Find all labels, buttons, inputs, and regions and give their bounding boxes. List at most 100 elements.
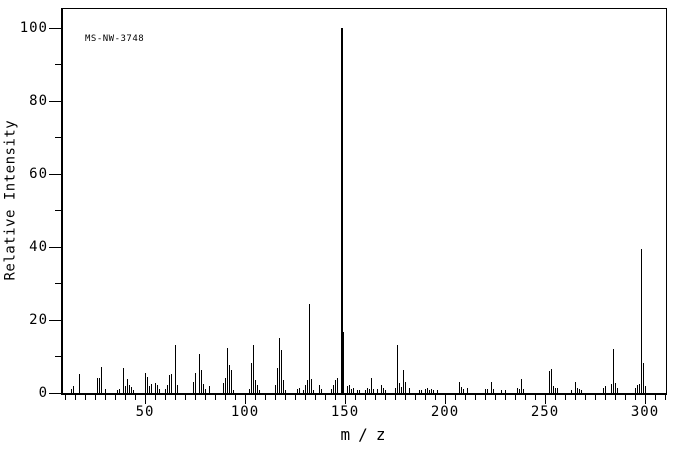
peak-bar — [381, 385, 382, 393]
peak-bar — [303, 390, 304, 393]
y-major-tick — [49, 101, 61, 102]
x-minor-tick — [65, 395, 66, 400]
y-minor-tick — [55, 283, 61, 284]
peak-bar — [501, 390, 502, 393]
peak-bar — [231, 370, 232, 393]
peak-bar — [403, 370, 404, 393]
x-minor-tick — [575, 395, 576, 400]
x-minor-tick — [265, 395, 266, 400]
peak-bar — [519, 389, 520, 393]
x-minor-tick — [185, 395, 186, 400]
x-minor-tick — [665, 395, 666, 400]
x-minor-tick — [315, 395, 316, 400]
peak-bar — [485, 389, 486, 393]
peak-bar — [549, 371, 550, 393]
peak-bar — [487, 389, 488, 393]
peak-bar — [577, 388, 578, 393]
peak-bar — [225, 378, 226, 393]
peak-bar — [341, 28, 343, 393]
peak-bar — [645, 386, 646, 393]
peak-bar — [641, 249, 642, 393]
peak-bar — [395, 388, 396, 393]
peak-bar — [257, 385, 258, 393]
y-major-tick — [49, 393, 61, 394]
x-minor-tick — [515, 395, 516, 400]
x-minor-tick — [535, 395, 536, 400]
x-tick-label: 50 — [135, 404, 155, 420]
peak-bar — [615, 383, 616, 393]
x-minor-tick — [395, 395, 396, 400]
peak-bar — [617, 388, 618, 393]
peak-bar — [603, 388, 604, 393]
peak-bar — [321, 389, 322, 393]
x-minor-tick — [95, 395, 96, 400]
x-major-tick — [645, 395, 646, 404]
peak-bar — [523, 389, 524, 393]
peak-bar — [305, 385, 306, 393]
peak-bar — [359, 390, 360, 393]
peak-bar — [611, 384, 612, 393]
peak-bar — [333, 385, 334, 393]
peak-bar — [307, 380, 308, 393]
peak-bar — [493, 389, 494, 393]
x-minor-tick — [425, 395, 426, 400]
x-minor-tick — [235, 395, 236, 400]
peak-bar — [97, 378, 98, 393]
x-minor-tick — [465, 395, 466, 400]
y-tick-label: 0 — [38, 385, 48, 401]
x-minor-tick — [625, 395, 626, 400]
peak-bar — [349, 385, 350, 393]
peak-bar — [119, 389, 120, 393]
peak-bar — [285, 390, 286, 393]
peak-bar — [249, 389, 250, 393]
y-tick-label: 20 — [29, 312, 48, 328]
y-minor-tick — [55, 137, 61, 138]
peak-bar — [557, 388, 558, 393]
x-minor-tick — [615, 395, 616, 400]
x-minor-tick — [555, 395, 556, 400]
x-minor-tick — [405, 395, 406, 400]
peak-bar — [425, 389, 426, 393]
peak-bar — [399, 383, 400, 393]
peak-bar — [613, 349, 614, 393]
peak-bar — [127, 379, 128, 393]
x-minor-tick — [455, 395, 456, 400]
peak-bar — [463, 389, 464, 393]
peak-bar — [283, 380, 284, 393]
x-minor-tick — [165, 395, 166, 400]
x-minor-tick — [365, 395, 366, 400]
x-tick-label: 150 — [330, 404, 360, 420]
x-minor-tick — [565, 395, 566, 400]
x-minor-tick — [75, 395, 76, 400]
x-minor-tick — [415, 395, 416, 400]
peak-bar — [299, 388, 300, 393]
x-minor-tick — [505, 395, 506, 400]
x-minor-tick — [155, 395, 156, 400]
peak-bar — [643, 363, 644, 393]
x-minor-tick — [195, 395, 196, 400]
peak-bar — [605, 386, 606, 393]
peak-bar — [275, 385, 276, 393]
x-tick-label: 300 — [630, 404, 660, 420]
x-major-tick — [545, 395, 546, 404]
x-minor-tick — [605, 395, 606, 400]
peak-bar — [419, 390, 420, 393]
peak-bar — [311, 379, 312, 393]
peak-bar — [343, 332, 344, 393]
peak-bar — [123, 368, 124, 393]
peak-bar — [421, 390, 422, 393]
x-major-tick — [445, 395, 446, 404]
peak-bar — [467, 388, 468, 393]
peak-bar — [157, 385, 158, 393]
peak-bar — [437, 390, 438, 393]
peak-bar — [491, 382, 492, 393]
x-minor-tick — [655, 395, 656, 400]
y-tick-label: 40 — [29, 239, 48, 255]
x-minor-tick — [435, 395, 436, 400]
peak-bar — [227, 348, 228, 393]
peak-bar — [459, 382, 460, 393]
x-minor-tick — [295, 395, 296, 400]
peak-bar — [193, 382, 194, 393]
peak-bar — [73, 386, 74, 393]
peak-bar — [279, 338, 280, 393]
